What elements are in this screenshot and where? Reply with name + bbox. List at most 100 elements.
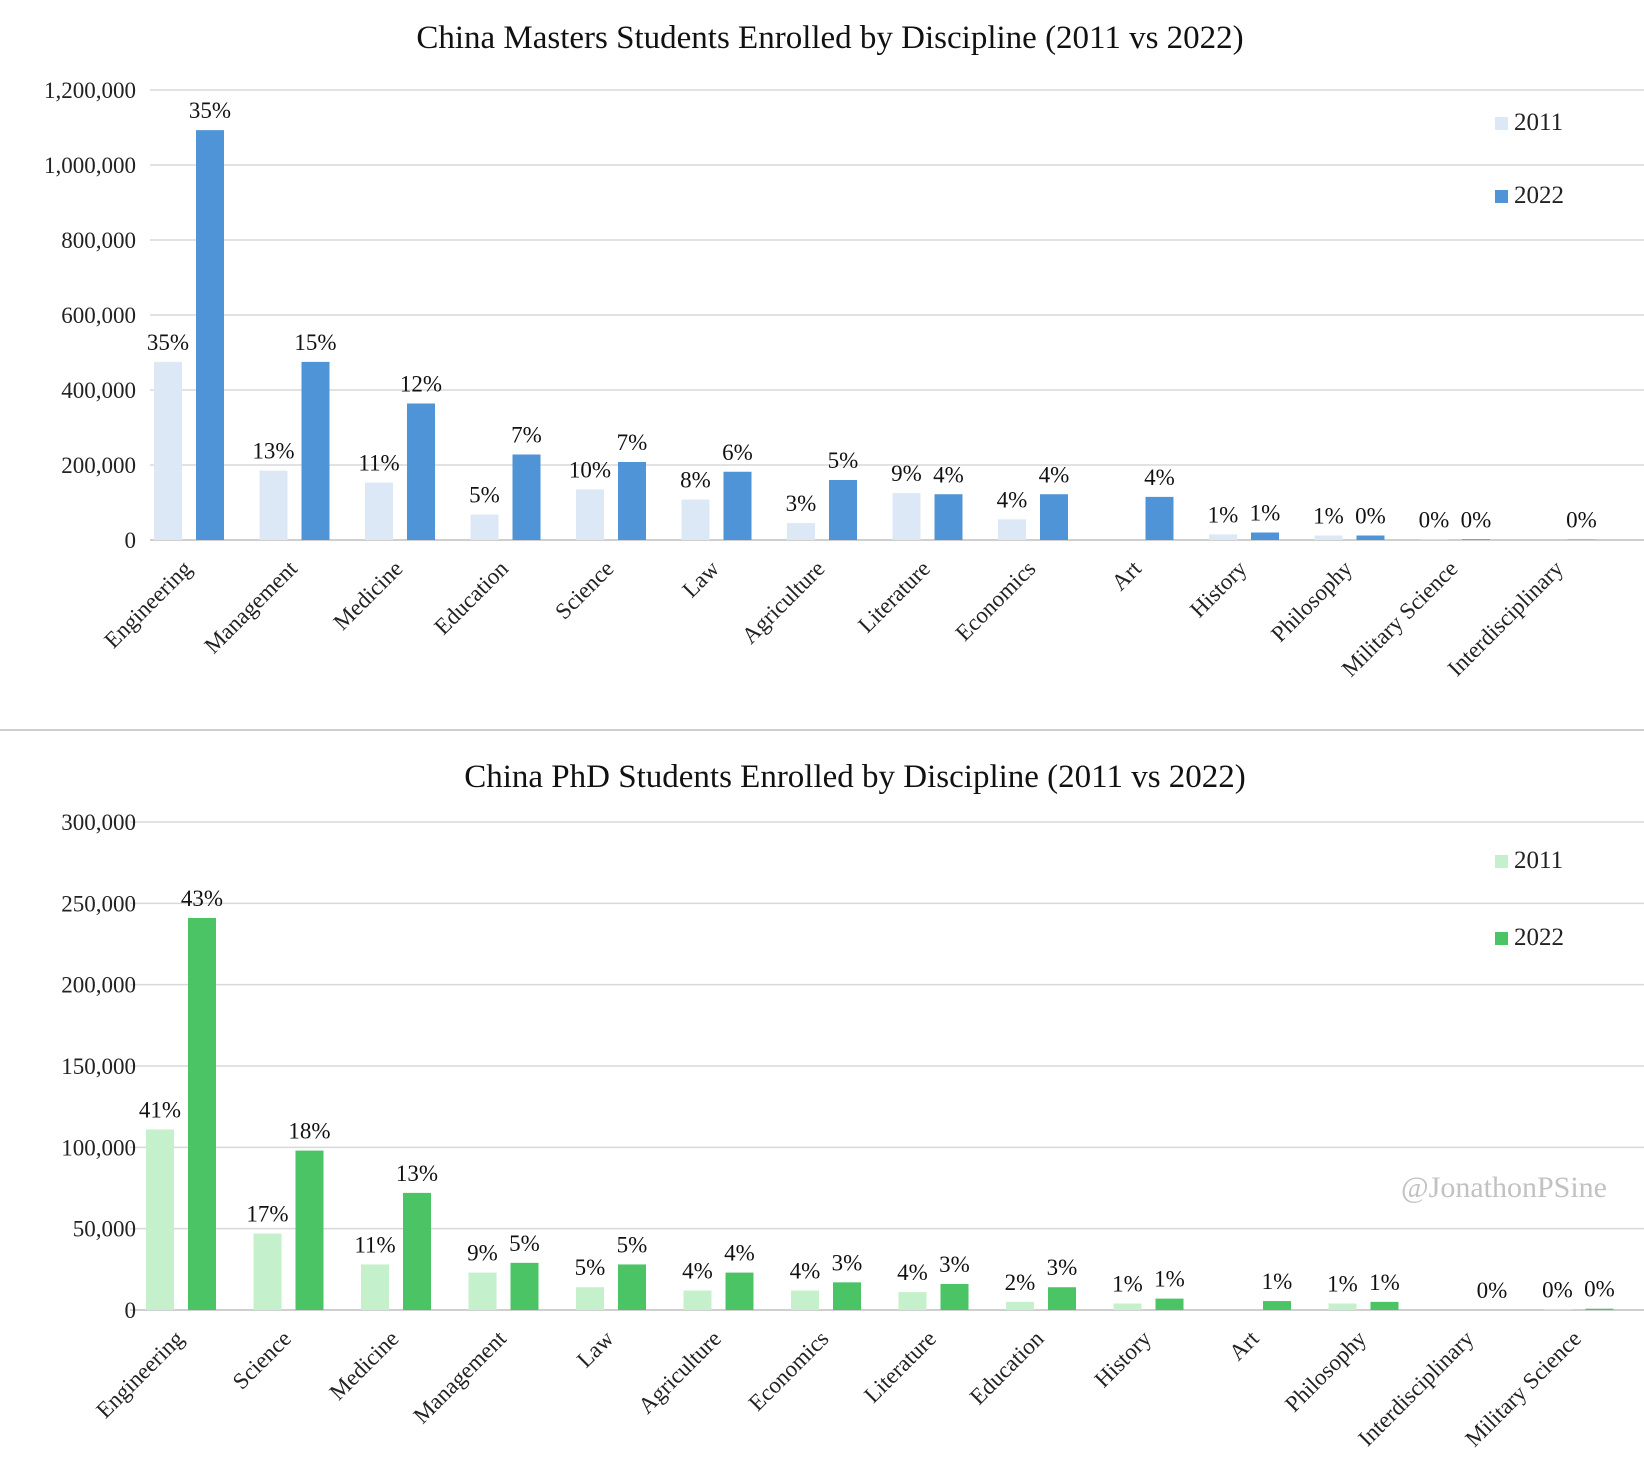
phd-category-label: Medicine (324, 1326, 403, 1405)
phd-category-label: Economics (744, 1326, 834, 1416)
phd-data-label: 0% (1584, 1277, 1615, 1302)
masters-category-label: Art (1107, 555, 1147, 595)
phd-data-label: 4% (897, 1260, 928, 1285)
phd-data-label: 4% (724, 1241, 755, 1266)
masters-data-label: 7% (511, 423, 542, 448)
masters-data-label: 8% (680, 468, 711, 493)
masters-title: China Masters Students Enrolled by Disci… (416, 20, 1243, 56)
phd-bar-2022 (1048, 1287, 1076, 1310)
masters-data-label: 4% (997, 487, 1028, 512)
masters-category-label: History (1185, 556, 1252, 623)
masters-data-label: 3% (786, 491, 817, 516)
phd-legend-swatch (1495, 855, 1508, 868)
phd-category-label: History (1090, 1326, 1157, 1393)
phd-legend-label: 2022 (1514, 924, 1564, 951)
masters-category-label: Education (429, 556, 513, 640)
phd-category-label: Agriculture (633, 1326, 726, 1419)
masters-data-label: 15% (294, 330, 336, 355)
masters-bar-2022 (934, 494, 963, 540)
masters-bar-2022 (301, 361, 330, 540)
masters-bar-2022 (723, 471, 752, 540)
phd-data-label: 1% (1369, 1270, 1400, 1295)
phd-bar-2022 (1263, 1301, 1291, 1310)
phd-y-tick-label: 250,000 (61, 891, 136, 916)
masters-data-label: 1% (1250, 501, 1281, 526)
masters-bar-2011 (470, 514, 499, 540)
phd-y-tick-label: 150,000 (61, 1054, 136, 1079)
masters-category-label: Management (199, 555, 302, 658)
masters-y-tick-label: 200,000 (61, 453, 136, 478)
masters-category-label: Science (550, 556, 618, 624)
masters-bar-2022 (512, 454, 541, 540)
masters-category-label: Agriculture (737, 556, 830, 649)
phd-bar-2022 (618, 1264, 646, 1310)
masters-bar-2011 (1314, 535, 1343, 540)
phd-y-tick-label: 50,000 (73, 1217, 136, 1242)
masters-bar-2011 (154, 361, 182, 540)
masters-chart: China Masters Students Enrolled by Disci… (44, 20, 1644, 681)
masters-data-label: 9% (891, 461, 922, 486)
phd-data-label: 1% (1112, 1271, 1143, 1296)
phd-data-label: 1% (1262, 1269, 1293, 1294)
masters-bar-2011 (998, 519, 1026, 540)
phd-data-label: 13% (396, 1161, 438, 1186)
phd-data-label: 4% (790, 1258, 821, 1283)
phd-title: China PhD Students Enrolled by Disciplin… (464, 759, 1246, 795)
phd-bar-2011 (253, 1233, 282, 1310)
masters-bar-2022 (1462, 539, 1490, 540)
phd-bar-2011 (1113, 1303, 1142, 1310)
phd-bar-2022 (725, 1272, 754, 1310)
masters-bar-2022 (1145, 496, 1174, 540)
masters-data-label: 11% (358, 451, 399, 476)
masters-bar-2011 (1209, 534, 1237, 540)
phd-data-label: 1% (1327, 1271, 1358, 1296)
masters-category-label: Economics (951, 556, 1041, 646)
phd-bar-2011 (468, 1272, 497, 1310)
masters-bar-2022 (1251, 532, 1279, 540)
phd-data-label: 41% (139, 1097, 181, 1122)
phd-bar-2011 (791, 1290, 819, 1310)
masters-data-label: 0% (1355, 504, 1386, 529)
masters-data-label: 35% (147, 330, 189, 355)
phd-data-label: 0% (1477, 1278, 1508, 1303)
masters-y-tick-label: 1,200,000 (44, 78, 136, 103)
phd-category-label: Interdisciplinary (1353, 1326, 1479, 1452)
phd-bar-2022 (833, 1282, 861, 1310)
masters-legend-label: 2022 (1514, 182, 1564, 209)
masters-bar-2011 (365, 482, 393, 540)
masters-legend-label: 2011 (1514, 109, 1563, 136)
masters-category-label: Philosophy (1266, 556, 1357, 647)
phd-category-label: Art (1224, 1325, 1264, 1365)
masters-category-label: Literature (853, 556, 935, 638)
masters-bar-2011 (576, 489, 604, 540)
masters-data-label: 13% (252, 439, 294, 464)
phd-data-label: 1% (1154, 1267, 1185, 1292)
phd-data-label: 3% (832, 1250, 863, 1275)
masters-data-label: 1% (1208, 502, 1239, 527)
masters-data-label: 1% (1313, 504, 1344, 529)
masters-data-label: 5% (828, 448, 859, 473)
masters-category-label: Engineering (99, 556, 197, 654)
phd-data-label: 9% (467, 1241, 498, 1266)
masters-y-tick-label: 800,000 (61, 228, 136, 253)
phd-data-label: 0% (1542, 1278, 1573, 1303)
phd-chart: China PhD Students Enrolled by Disciplin… (61, 759, 1644, 1451)
phd-data-label: 4% (682, 1258, 713, 1283)
phd-category-label: Science (228, 1326, 296, 1394)
phd-watermark: @JonathonPSine (1401, 1171, 1607, 1204)
phd-category-label: Engineering (91, 1326, 189, 1424)
masters-y-tick-label: 1,000,000 (44, 153, 136, 178)
masters-bar-2022 (1356, 535, 1385, 540)
masters-data-label: 35% (189, 98, 231, 123)
masters-data-label: 0% (1419, 508, 1450, 533)
masters-data-label: 7% (617, 430, 648, 455)
phd-y-tick-label: 300,000 (61, 810, 136, 835)
phd-data-label: 2% (1005, 1270, 1036, 1295)
masters-bar-2011 (259, 470, 288, 540)
masters-data-label: 0% (1566, 508, 1597, 533)
masters-data-label: 5% (469, 483, 500, 508)
phd-data-label: 3% (939, 1252, 970, 1277)
masters-category-label: Medicine (328, 556, 407, 635)
phd-data-label: 5% (575, 1255, 606, 1280)
